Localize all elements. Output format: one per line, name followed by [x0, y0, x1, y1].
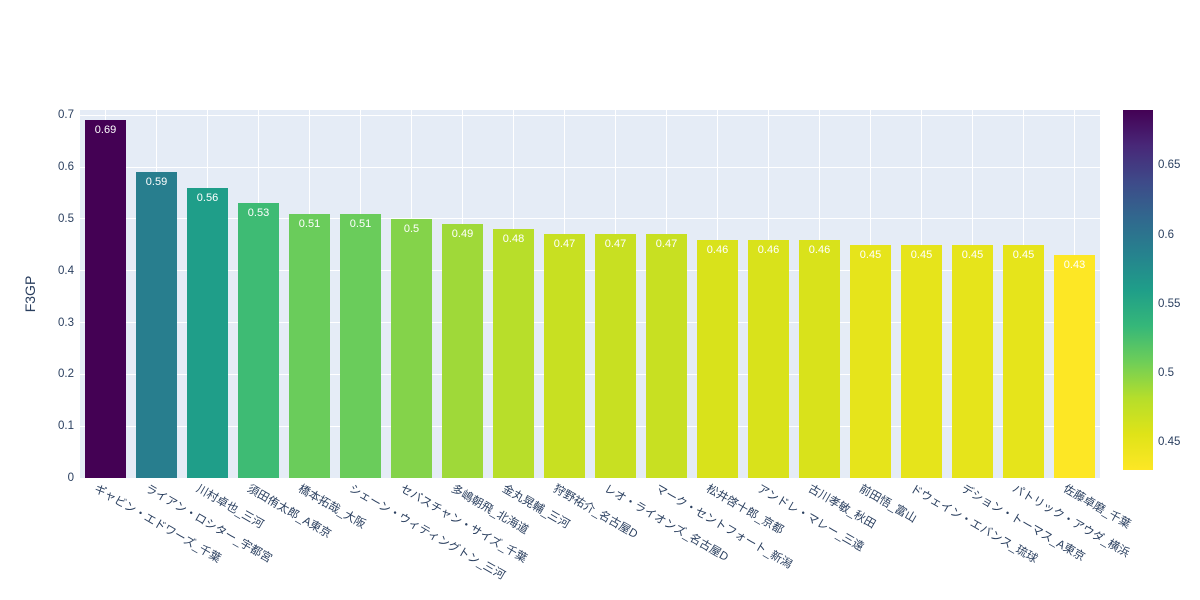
bar-value-label: 0.59 — [145, 176, 168, 189]
bar-value-label: 0.48 — [502, 233, 525, 246]
bar[interactable] — [391, 218, 432, 478]
bar[interactable] — [1003, 244, 1044, 478]
y-tick-label: 0.4 — [58, 264, 74, 277]
y-tick-label: 0.6 — [58, 161, 74, 173]
y-tick-label: 0.1 — [58, 420, 74, 433]
bar-value-label: 0.56 — [196, 191, 219, 204]
bar-value-label: 0.46 — [757, 243, 780, 256]
plot-area: 0.69 0.59 0.56 0.53 0.51 0.51 0.5 0.49 0.48 0.47 0… — [80, 110, 1100, 479]
bar-value-label: 0.69 — [94, 124, 117, 137]
bar[interactable] — [1054, 255, 1095, 478]
bar-value-label: 0.49 — [451, 228, 474, 241]
bar-value-label: 0.51 — [298, 217, 321, 230]
bar[interactable] — [748, 239, 789, 478]
bar[interactable] — [289, 213, 330, 478]
bar[interactable] — [646, 234, 687, 478]
bar[interactable] — [442, 224, 483, 478]
y-tick-label: 0.2 — [58, 368, 74, 381]
colorbar-tick-label: 0.45 — [1158, 436, 1181, 449]
y-tick-label: 0.5 — [58, 212, 74, 225]
bar[interactable] — [136, 172, 177, 478]
gridline-y — [80, 322, 1100, 323]
bar[interactable] — [493, 229, 534, 478]
gridline-y — [80, 477, 1100, 479]
bar-value-label: 0.47 — [553, 238, 576, 251]
bar-value-label: 0.51 — [349, 217, 372, 230]
bar-value-label: 0.43 — [1063, 259, 1086, 272]
bar[interactable] — [187, 187, 228, 478]
colorbar — [1123, 110, 1153, 470]
bar[interactable] — [340, 213, 381, 478]
bar[interactable] — [595, 234, 636, 478]
gridline-y — [80, 373, 1100, 375]
bar-value-label: 0.46 — [808, 243, 831, 256]
x-tick-label: 狩野祐介_名古屋D — [550, 483, 639, 541]
colorbar-tick-label: 0.65 — [1158, 159, 1181, 172]
y-tick-label: 0.3 — [58, 316, 74, 329]
gridline-y — [80, 114, 1100, 116]
colorbar-tick-label: 0.55 — [1158, 297, 1181, 310]
bar-value-label: 0.47 — [655, 238, 678, 251]
bar-value-label: 0.47 — [604, 238, 627, 251]
y-tick-label: 0 — [67, 472, 74, 484]
bar-value-label: 0.53 — [247, 207, 270, 220]
bar[interactable] — [901, 244, 942, 478]
bar-value-label: 0.45 — [859, 248, 882, 261]
colorbar-tick-label: 0.6 — [1158, 228, 1174, 241]
gridline-y — [80, 425, 1100, 427]
bar[interactable] — [544, 234, 585, 478]
bar[interactable] — [799, 239, 840, 478]
y-tick-label: 0.7 — [58, 109, 74, 122]
bar[interactable] — [238, 203, 279, 478]
bar[interactable] — [85, 120, 126, 478]
bar-value-label: 0.45 — [961, 248, 984, 261]
gridline-y — [80, 218, 1100, 220]
colorbar-tick-label: 0.5 — [1158, 367, 1174, 380]
bar-value-label: 0.45 — [1012, 248, 1035, 261]
bar-value-label: 0.5 — [403, 222, 420, 235]
bar[interactable] — [952, 244, 993, 478]
bar-value-label: 0.46 — [706, 243, 729, 256]
y-axis-title: F3GP — [22, 275, 38, 313]
gridline-y — [80, 270, 1100, 272]
bar[interactable] — [850, 244, 891, 478]
gridline-y — [80, 166, 1100, 168]
x-tick-label: 須田侑太郎_A東京 — [244, 483, 333, 541]
bar[interactable] — [697, 239, 738, 478]
bar-value-label: 0.45 — [910, 248, 933, 261]
